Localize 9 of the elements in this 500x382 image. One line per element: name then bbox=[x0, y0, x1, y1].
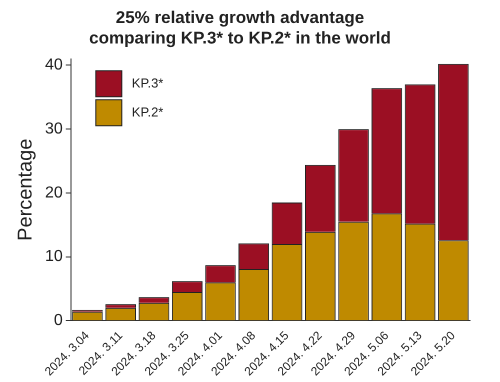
chart-title: 25% relative growth advantage comparing KP.3* to KP.2* in the world bbox=[89, 8, 391, 48]
y-tick-label: 10 bbox=[45, 248, 63, 266]
legend-label: KP.2* bbox=[132, 104, 164, 120]
y-tick-label: 40 bbox=[45, 56, 63, 74]
y-tick-label: 30 bbox=[45, 120, 63, 138]
legend-label: KP.3* bbox=[132, 75, 164, 90]
y-axis-title: Percentage bbox=[14, 138, 37, 241]
y-tick-label: 20 bbox=[45, 184, 63, 202]
y-tick-label: 0 bbox=[54, 312, 63, 330]
